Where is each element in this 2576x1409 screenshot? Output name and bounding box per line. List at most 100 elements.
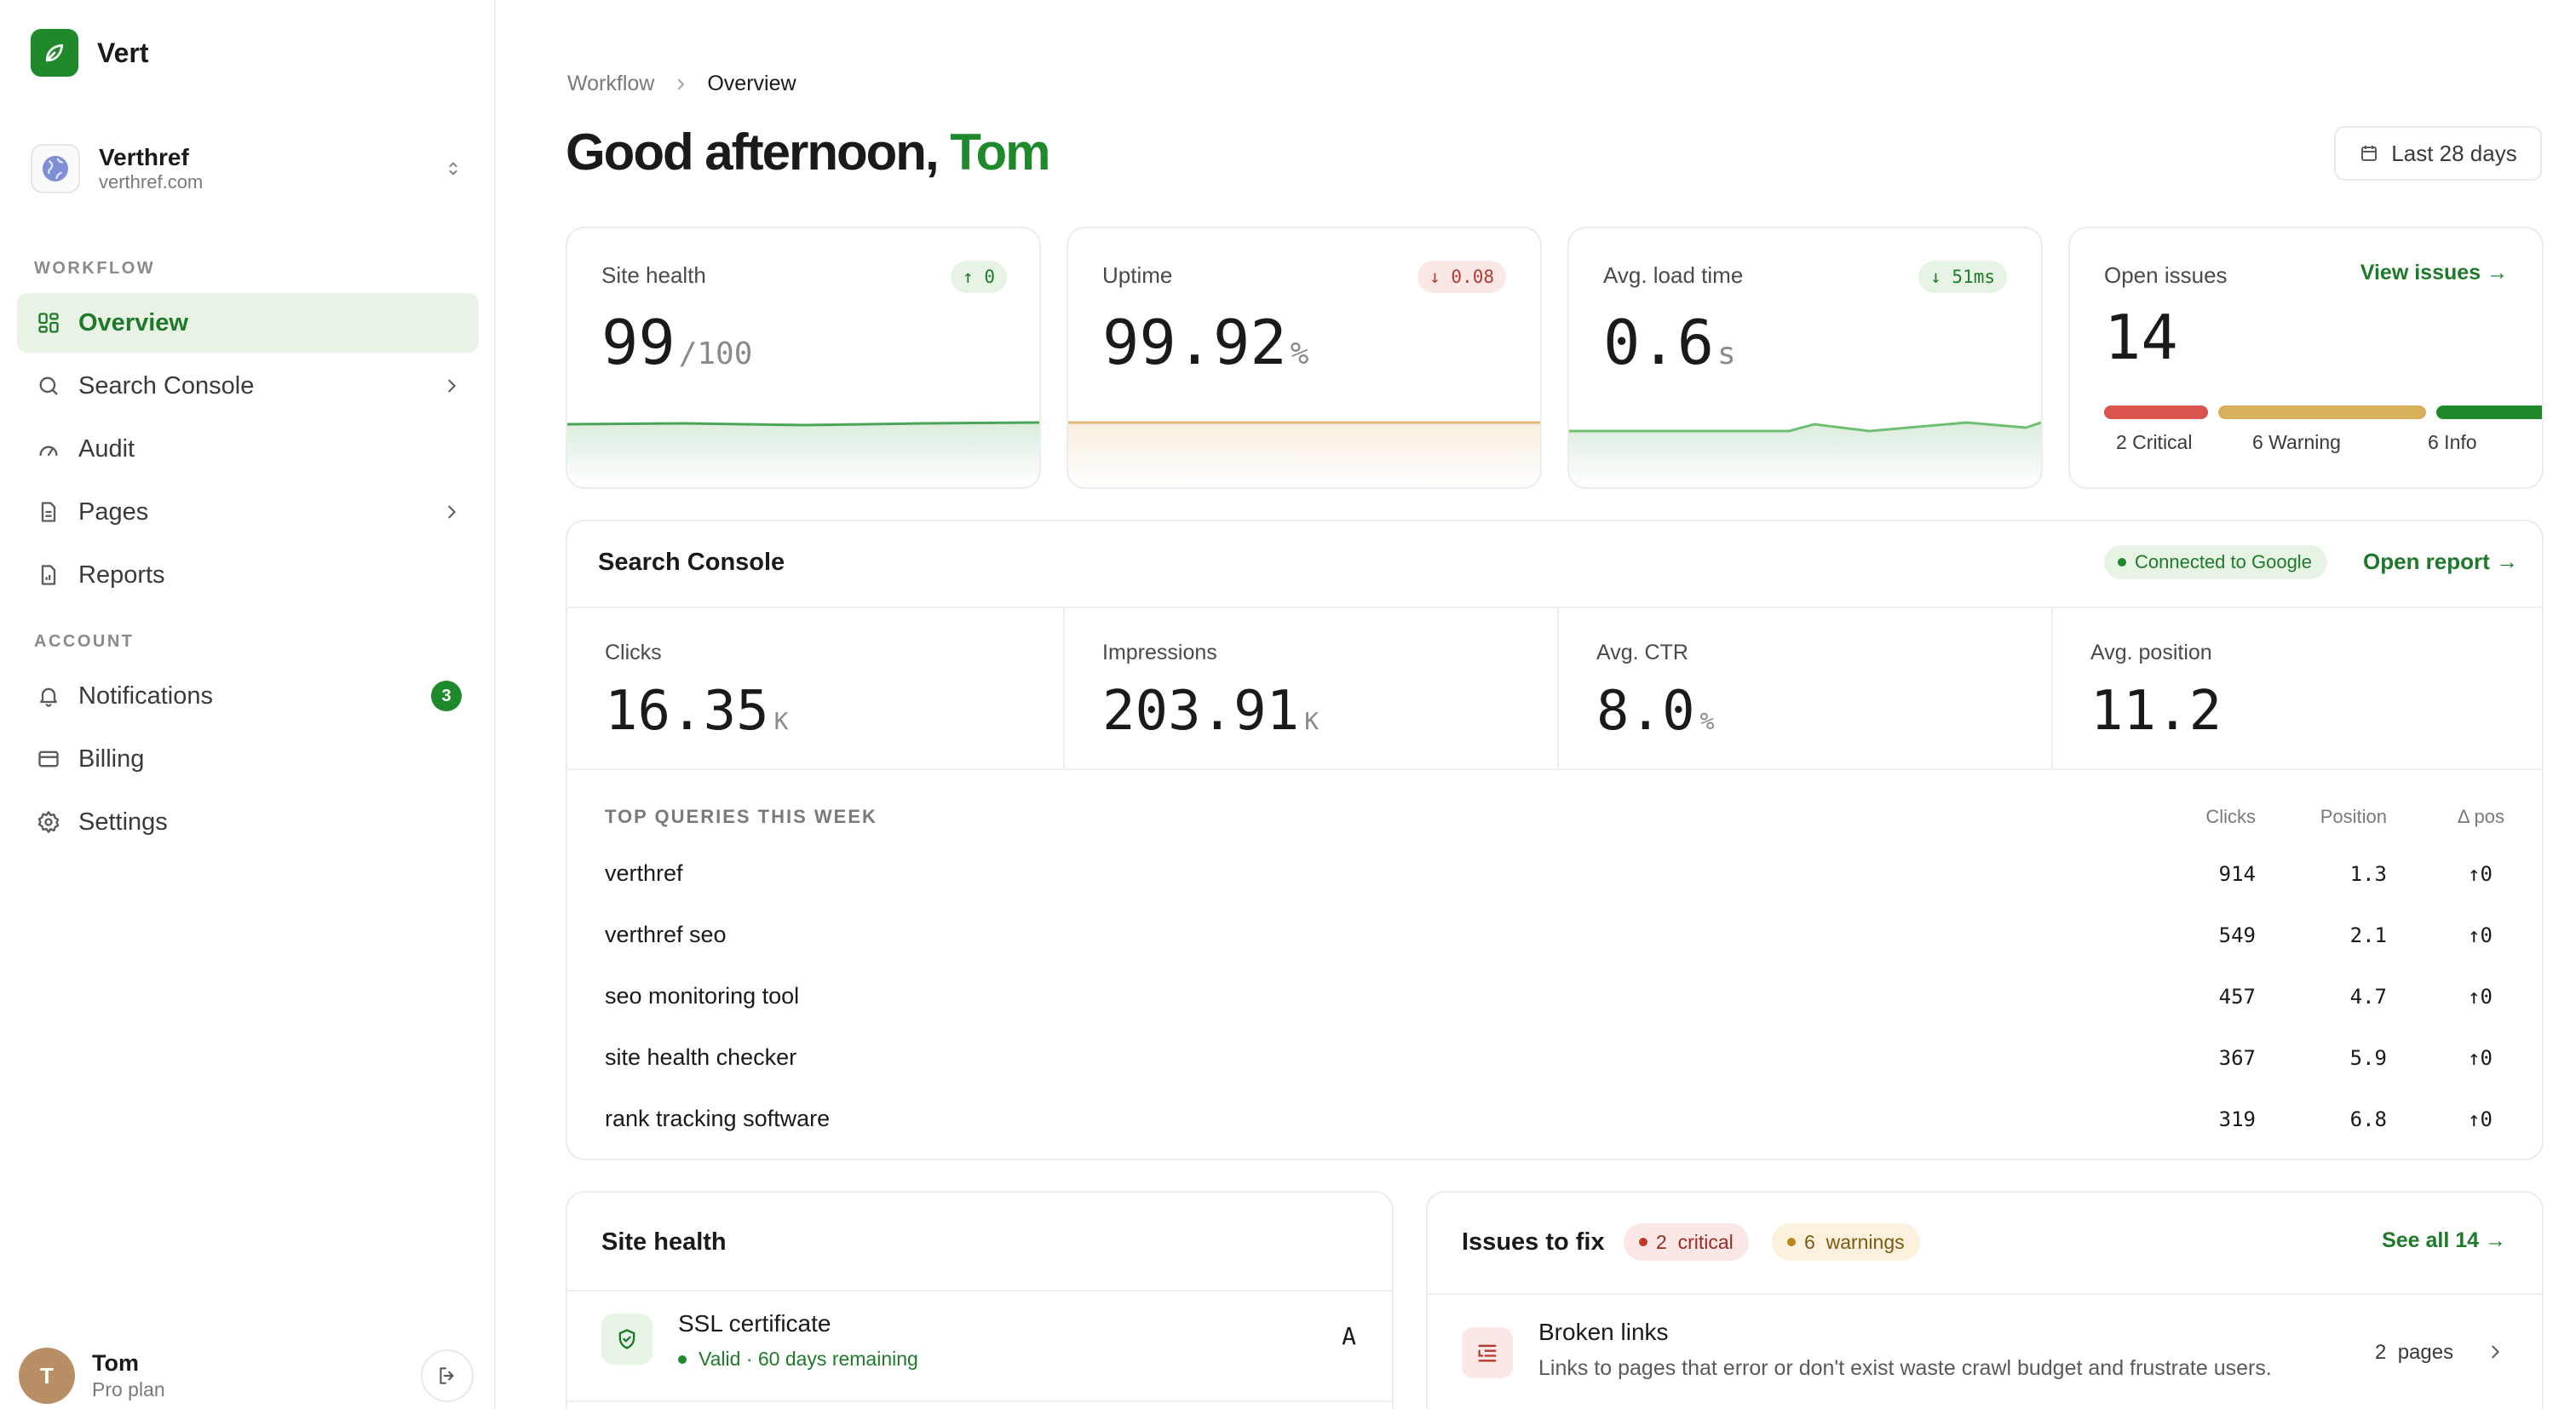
search-console-metrics: Clicks 16.35 K Impressions 203.91 K Avg.… (567, 607, 2542, 770)
arrow-down-icon: ↓ (1429, 267, 1452, 287)
metric-value: 16.35 K (605, 680, 789, 743)
chevron-right-icon[interactable] (2482, 1339, 2508, 1365)
kpi-title: Open issues (2104, 262, 2228, 288)
sidebar-item-search-console[interactable]: Search Console (17, 356, 479, 416)
table-row[interactable]: seo monitoring tool 457 4.7 ↑0 (567, 966, 2542, 1027)
chevron-right-icon[interactable] (434, 369, 469, 403)
warning-pill: 6 warnings (1772, 1223, 1920, 1261)
kpi-number: 99.92 (1102, 307, 1287, 378)
query-clicks: 549 (2218, 923, 2256, 947)
chevron-right-icon[interactable] (434, 495, 469, 529)
metric-value: 203.91 K (1102, 680, 1320, 743)
sidebar-item-settings[interactable]: Settings (17, 792, 479, 852)
report-icon (34, 561, 63, 589)
arrow-right-icon: → (2489, 549, 2519, 574)
query-dpos: ↑0 (2468, 1107, 2493, 1131)
kpi-title: Uptime (1102, 262, 1173, 288)
kpi-delta-badge: ↓ 51ms (1918, 261, 2007, 293)
sidebar-item-billing[interactable]: Billing (17, 729, 479, 789)
query-clicks: 319 (2218, 1107, 2256, 1131)
arrow-up-icon: ↑ (2468, 923, 2481, 947)
metric-value: 8.0 % (1596, 680, 1715, 743)
table-row[interactable]: rank tracking software 319 6.8 ↑0 (567, 1089, 2542, 1150)
section-title: Site health (601, 1228, 727, 1256)
info-label: 6 Info (2428, 431, 2477, 453)
query-clicks: 367 (2218, 1046, 2256, 1070)
kpi-value: 99.92 % (1102, 307, 1308, 378)
critical-bar (2104, 405, 2208, 419)
metric-position: Avg. position 11.2 (2053, 608, 2542, 768)
table-row[interactable]: verthref 914 1.3 ↑0 (567, 843, 2542, 905)
metric-label: Avg. position (2090, 641, 2212, 664)
open-report-link[interactable]: Open report → (2363, 549, 2519, 574)
search-icon (34, 371, 63, 400)
kpi-number: 0.6 (1603, 307, 1715, 378)
avatar: T (19, 1348, 75, 1404)
user-profile[interactable]: T Tom Pro plan (19, 1346, 479, 1406)
search-console-card: Search Console Connected to Google Open … (566, 520, 2544, 1160)
greeting-name: Tom (950, 124, 1050, 181)
arrow-right-icon: → (2481, 261, 2508, 285)
account-section-label: ACCOUNT (34, 632, 135, 651)
leaf-logo-icon (31, 29, 78, 77)
sidebar-item-label: Notifications (78, 681, 213, 710)
list-indent-icon (1462, 1327, 1513, 1378)
column-header-dpos[interactable]: Δ pos (2457, 806, 2504, 827)
table-row[interactable]: verthref seo 549 2.1 ↑0 (567, 905, 2542, 966)
breadcrumb-root[interactable]: Workflow (567, 72, 655, 95)
kpi-card-uptime: Uptime ↓ 0.08 99.92 % (1067, 227, 1542, 489)
metric-label: Impressions (1102, 641, 1217, 664)
kpi-unit: s (1717, 336, 1736, 371)
brand[interactable]: Vert (31, 29, 148, 77)
kpi-value: 0.6 s (1603, 307, 1736, 378)
date-range-button[interactable]: Last 28 days (2334, 126, 2542, 181)
ssl-status: Valid · 60 days remaining (678, 1348, 918, 1371)
warning-label: 6 Warning (2252, 431, 2341, 453)
sidebar-item-label: Search Console (78, 371, 255, 400)
sidebar-item-reports[interactable]: Reports (17, 545, 479, 605)
arrow-up-icon: ↑ (2468, 1107, 2481, 1131)
sidebar-item-label: Settings (78, 808, 168, 836)
metric-label: Clicks (605, 641, 662, 664)
sidebar-item-notifications[interactable]: Notifications 3 (17, 666, 479, 726)
file-icon (34, 497, 63, 526)
grid-icon (34, 308, 63, 337)
query-dpos: ↑0 (2468, 985, 2493, 1009)
column-header-position[interactable]: Position (2320, 806, 2387, 827)
arrow-up-icon: ↑ (2468, 1046, 2481, 1070)
logout-icon (436, 1365, 458, 1387)
sidebar-item-pages[interactable]: Pages (17, 482, 479, 542)
sidebar-item-audit[interactable]: Audit (17, 419, 479, 479)
query-position: 4.7 (2349, 985, 2387, 1009)
kpi-number: 14 (2104, 302, 2178, 373)
sparkline-site-health (567, 421, 1039, 487)
view-issues-link[interactable]: View issues → (2360, 261, 2508, 285)
query-text: verthref seo (605, 922, 727, 947)
kpi-value: 99 /100 (601, 307, 752, 378)
kpi-card-load-time: Avg. load time ↓ 51ms 0.6 s (1567, 227, 2043, 489)
sidebar-item-overview[interactable]: Overview (17, 293, 479, 353)
see-all-issues-link[interactable]: See all 14 → (2382, 1228, 2506, 1252)
section-title: Issues to fix (1462, 1228, 1605, 1256)
column-header-clicks[interactable]: Clicks (2205, 806, 2256, 827)
kpi-number: 99 (601, 307, 676, 378)
sparkline-load-time (1569, 421, 2041, 487)
kpi-card-site-health: Site health ↑ 0 99 /100 (566, 227, 1041, 489)
chevron-updown-icon[interactable] (436, 152, 470, 186)
warning-bar (2218, 405, 2426, 419)
logout-button[interactable] (421, 1349, 474, 1402)
query-dpos: ↑0 (2468, 862, 2493, 886)
card-icon (34, 745, 63, 774)
table-row[interactable]: site health checker 367 5.9 ↑0 (567, 1027, 2542, 1089)
shield-check-icon (601, 1314, 653, 1365)
arrow-up-icon: ↑ (2468, 862, 2481, 886)
sidebar-item-label: Reports (78, 561, 165, 589)
workspace-switcher[interactable]: Verthref verthref.com (31, 136, 470, 201)
query-clicks: 914 (2218, 862, 2256, 886)
kpi-title: Site health (601, 262, 706, 288)
arrow-up-icon: ↑ (2468, 985, 2481, 1009)
ssl-title: SSL certificate (678, 1310, 831, 1337)
page-title: Good afternoon, Tom (566, 123, 1051, 181)
metric-impressions: Impressions 203.91 K (1065, 608, 1559, 768)
kpi-value: 14 (2104, 302, 2178, 373)
